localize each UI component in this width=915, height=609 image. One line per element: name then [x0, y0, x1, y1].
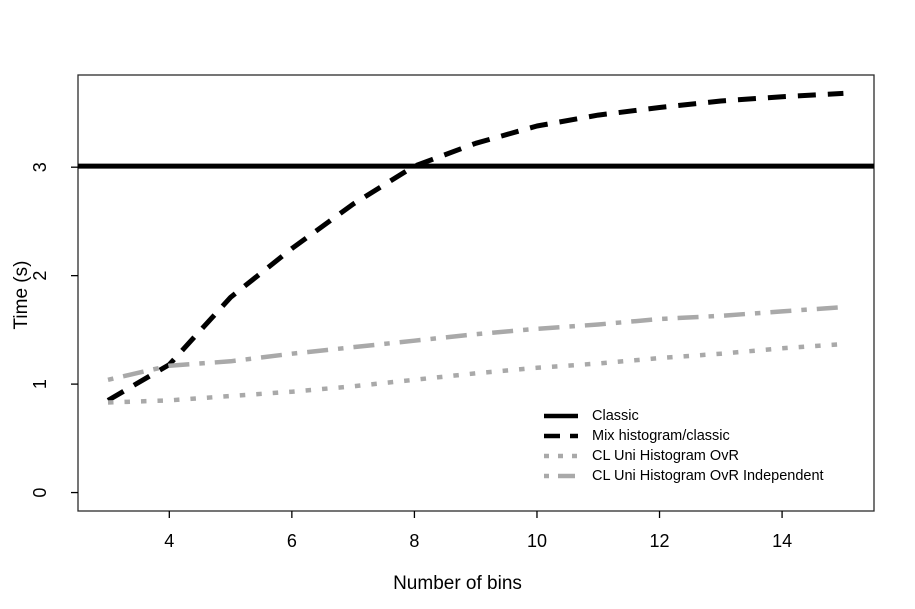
legend-swatch-dashed [544, 433, 578, 439]
y-axis-title: Time (s) [11, 260, 32, 330]
x-axis-title: Number of bins [393, 573, 522, 594]
x-axis-tick-label: 10 [527, 531, 547, 551]
legend-item: CL Uni Histogram OvR [543, 448, 824, 464]
legend: Classic Mix histogram/classic CL Uni Histo… [543, 408, 824, 484]
legend-label: Mix histogram/classic [592, 428, 730, 444]
y-axis-tick-label: 2 [30, 271, 50, 281]
legend-swatch-dotdash [544, 473, 578, 479]
x-axis-tick-label: 4 [164, 531, 174, 551]
x-axis-tick-label: 8 [409, 531, 419, 551]
x-axis-tick-label: 12 [650, 531, 670, 551]
legend-item: Classic [543, 408, 824, 424]
legend-label: CL Uni Histogram OvR [592, 448, 739, 464]
legend-label: Classic [592, 408, 639, 424]
series-line-cl-uni-histogram-ovr-independent [107, 304, 844, 382]
legend-swatch-solid [544, 413, 578, 419]
y-axis-tick-label: 0 [30, 488, 50, 498]
x-axis-tick-label: 6 [287, 531, 297, 551]
plot-box [77, 74, 875, 512]
x-axis-tick-label: 14 [772, 531, 792, 551]
legend-item: Mix histogram/classic [543, 428, 824, 444]
series-line-cl-uni-histogram-ovr [107, 341, 844, 405]
y-axis-tick-label: 3 [30, 162, 50, 172]
legend-item: CL Uni Histogram OvR Independent [543, 468, 824, 484]
series-line-mix-histogram-classic [106, 90, 844, 403]
legend-swatch-dotted [544, 453, 578, 459]
y-axis-tick-label: 1 [30, 379, 50, 389]
legend-label: CL Uni Histogram OvR Independent [592, 468, 824, 484]
